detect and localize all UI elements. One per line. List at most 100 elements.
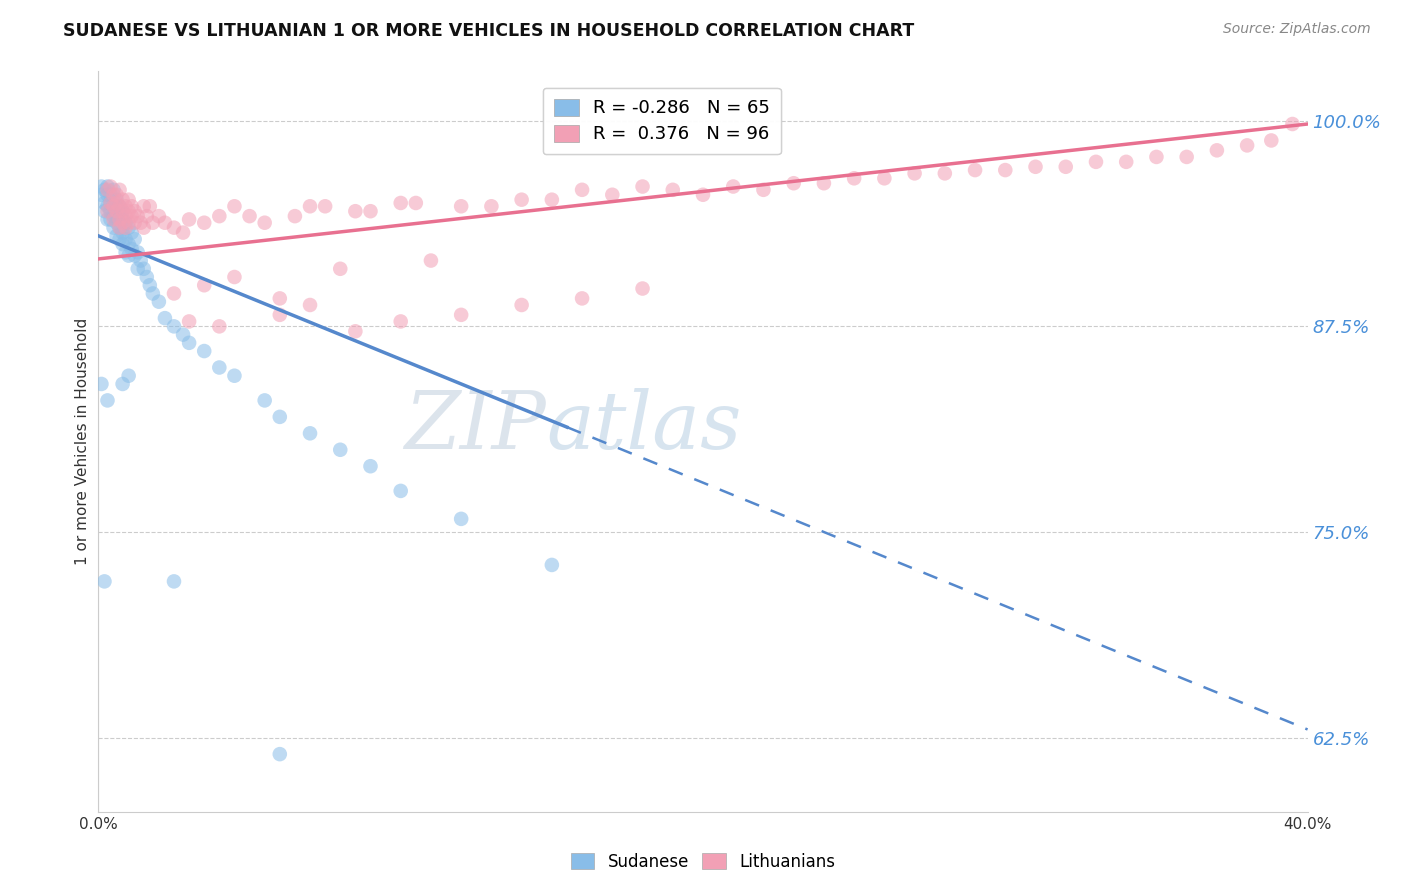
Point [172,327,194,342]
Point [163,220,186,235]
Point [224,270,246,285]
Point [108,199,131,213]
Point [389,196,412,211]
Point [114,245,136,260]
Point [208,209,231,223]
Point [118,193,141,207]
Point [127,209,149,223]
Point [127,261,149,276]
Point [105,228,128,243]
Point [129,253,152,268]
Point [124,216,146,230]
Point [96,183,118,197]
Point [132,199,155,213]
Point [90,179,112,194]
Point [118,249,141,263]
Text: atlas: atlas [546,388,741,466]
Point [179,335,201,350]
Point [103,187,125,202]
Point [96,187,118,202]
Point [571,292,593,306]
Point [103,199,125,213]
Point [132,261,155,276]
Point [344,204,367,219]
Point [148,294,170,309]
Point [360,459,382,474]
Point [139,199,162,213]
Point [873,171,896,186]
Point [124,249,146,263]
Point [103,199,125,213]
Point [105,193,128,207]
Point [111,376,134,391]
Point [127,245,149,260]
Point [661,183,683,197]
Point [132,220,155,235]
Point [269,292,291,306]
Point [121,242,143,256]
Point [93,204,115,219]
Point [405,196,427,211]
Point [269,409,291,424]
Point [299,199,322,213]
Point [1115,154,1137,169]
Point [329,442,352,457]
Point [118,237,141,252]
Point [114,209,136,223]
Text: ZIP: ZIP [404,388,546,466]
Point [118,368,141,383]
Point [179,212,201,227]
Point [299,426,322,441]
Point [96,199,118,213]
Point [114,216,136,230]
Point [124,232,146,246]
Point [224,199,246,213]
Point [93,196,115,211]
Point [239,209,262,223]
Point [100,196,122,211]
Point [121,199,143,213]
Point [934,166,956,180]
Point [153,311,176,326]
Legend: Sudanese, Lithuanians: Sudanese, Lithuanians [562,845,844,880]
Point [108,183,131,197]
Point [108,199,131,213]
Point [111,226,134,240]
Point [93,574,115,589]
Point [111,204,134,219]
Point [540,558,562,572]
Point [90,187,112,202]
Point [163,574,186,589]
Point [253,393,276,408]
Point [571,183,593,197]
Point [314,199,336,213]
Point [108,220,131,235]
Point [965,163,987,178]
Point [111,216,134,230]
Point [96,204,118,219]
Point [329,261,352,276]
Point [813,176,835,190]
Point [344,324,367,338]
Point [121,209,143,223]
Point [100,212,122,227]
Point [108,212,131,227]
Y-axis label: 1 or more Vehicles in Household: 1 or more Vehicles in Household [75,318,90,566]
Point [253,216,276,230]
Point [1085,154,1108,169]
Point [193,344,215,359]
Point [118,220,141,235]
Point [510,193,533,207]
Point [114,220,136,235]
Point [100,179,122,194]
Point [299,298,322,312]
Point [1144,150,1167,164]
Point [510,298,533,312]
Point [284,209,307,223]
Point [389,314,412,328]
Point [994,163,1017,178]
Point [139,278,162,293]
Point [93,183,115,197]
Point [135,270,157,285]
Point [631,179,654,194]
